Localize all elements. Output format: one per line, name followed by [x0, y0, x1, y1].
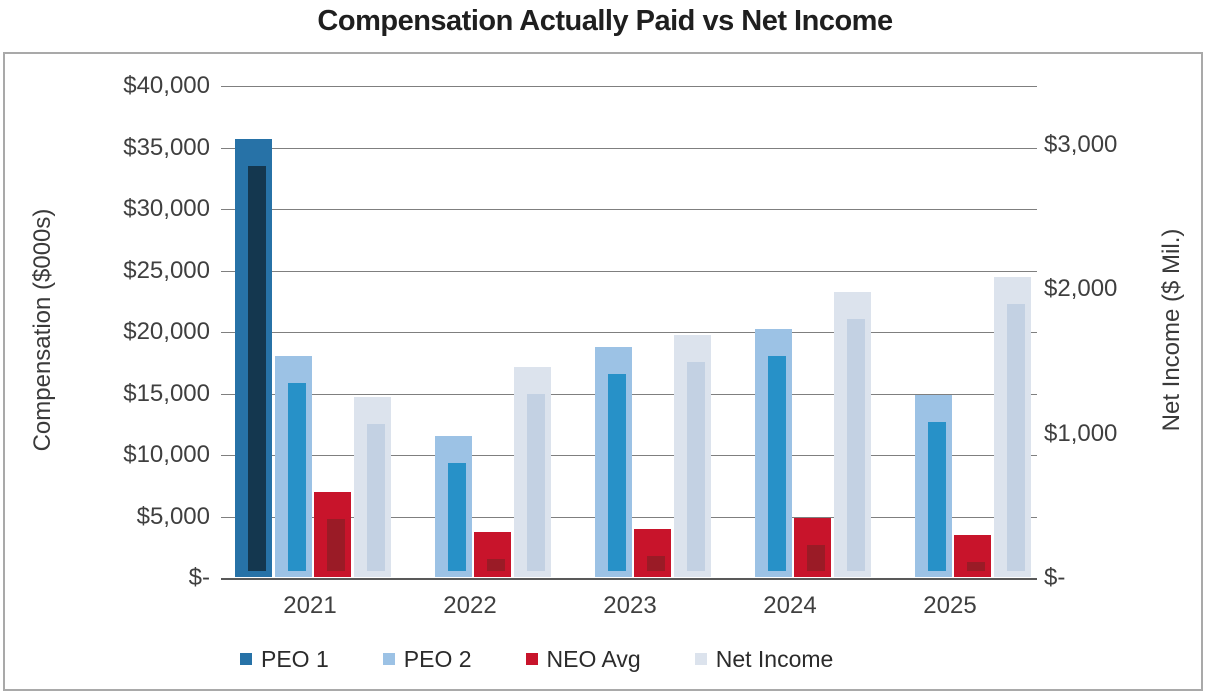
x-tick-label: 2023	[603, 592, 657, 619]
bar-net-income-2025	[994, 277, 1031, 577]
left-axis-title: Compensation ($000s)	[29, 208, 56, 452]
y-tick-label-left: $25,000	[123, 257, 210, 284]
y-tick-label-right: $3,000	[1044, 131, 1118, 158]
bar-inner-shade	[768, 356, 786, 571]
bar-inner-shade	[288, 383, 306, 571]
bar-peo-2-2021	[275, 356, 312, 577]
legend-item-net-income: Net Income	[694, 644, 834, 674]
x-tick-label: 2025	[923, 592, 977, 619]
y-tick-label-right: $1,000	[1044, 420, 1118, 447]
y-tick-label-left: $10,000	[123, 441, 210, 468]
legend-chip	[382, 653, 395, 665]
y-tick-label-left: $5,000	[136, 503, 210, 530]
legend-label: PEO 1	[261, 646, 329, 672]
bar-inner-shade	[1007, 304, 1025, 571]
bar-inner-shade	[847, 319, 865, 571]
legend-label: PEO 2	[403, 646, 472, 672]
bar-neo-avg-2021	[314, 492, 351, 577]
bar-peo-1-2021	[235, 139, 272, 577]
bar-inner-shade	[687, 362, 705, 571]
x-tick-label: 2022	[443, 592, 497, 619]
gridline	[221, 148, 1037, 149]
bar-peo-2-2025	[915, 395, 952, 577]
bar-neo-avg-2022	[474, 532, 511, 577]
y-tick-label-left: $30,000	[123, 195, 210, 222]
y-tick-label-right: $-	[1044, 564, 1066, 591]
legend-chip	[525, 653, 538, 665]
gridline	[221, 332, 1037, 333]
y-tick-label-left: $20,000	[123, 318, 210, 345]
legend-label: NEO Avg	[546, 646, 641, 672]
gridline	[221, 209, 1037, 210]
y-tick-label-right: $2,000	[1044, 275, 1118, 302]
bar-net-income-2021	[354, 397, 391, 577]
gridline	[221, 86, 1037, 87]
legend-item-peo-2: PEO 2	[382, 644, 472, 674]
y-tick-label-left: $-	[188, 564, 210, 591]
x-tick-label: 2021	[283, 592, 337, 619]
bar-inner-shade	[367, 424, 385, 571]
bar-peo-2-2023	[595, 347, 632, 577]
y-tick-label-left: $35,000	[123, 134, 210, 161]
bar-inner-shade	[248, 166, 266, 571]
legend-item-neo-avg: NEO Avg	[525, 644, 641, 674]
chart-title: Compensation Actually Paid vs Net Income	[317, 5, 893, 37]
legend-chip	[694, 653, 707, 665]
bar-inner-shade	[327, 519, 345, 571]
bar-peo-2-2024	[755, 329, 792, 577]
bar-inner-shade	[527, 394, 545, 571]
x-tick-label: 2024	[763, 592, 817, 619]
legend-label: Net Income	[715, 646, 834, 672]
legend: PEO 1 PEO 2 NEO Avg Net Income	[240, 644, 833, 674]
bar-inner-shade	[487, 559, 505, 571]
bar-inner-shade	[448, 463, 466, 571]
bar-inner-shade	[967, 562, 985, 571]
bar-net-income-2022	[514, 367, 551, 577]
bar-neo-avg-2023	[634, 529, 671, 577]
bar-net-income-2024	[834, 292, 871, 577]
x-axis-line	[221, 578, 1037, 580]
bar-inner-shade	[647, 556, 665, 571]
gridline	[221, 271, 1037, 272]
bar-neo-avg-2025	[954, 535, 991, 577]
y-tick-label-left: $15,000	[123, 380, 210, 407]
bar-inner-shade	[608, 374, 626, 571]
legend-chip	[240, 653, 252, 665]
bar-inner-shade	[928, 422, 946, 571]
bar-net-income-2023	[674, 335, 711, 577]
legend-item-peo-1: PEO 1	[240, 644, 329, 674]
y-tick-label-left: $40,000	[123, 72, 210, 99]
bar-inner-shade	[807, 545, 825, 571]
right-axis-title: Net Income ($ Mil.)	[1158, 228, 1185, 432]
bar-neo-avg-2024	[794, 518, 831, 577]
bar-peo-2-2022	[435, 436, 472, 577]
